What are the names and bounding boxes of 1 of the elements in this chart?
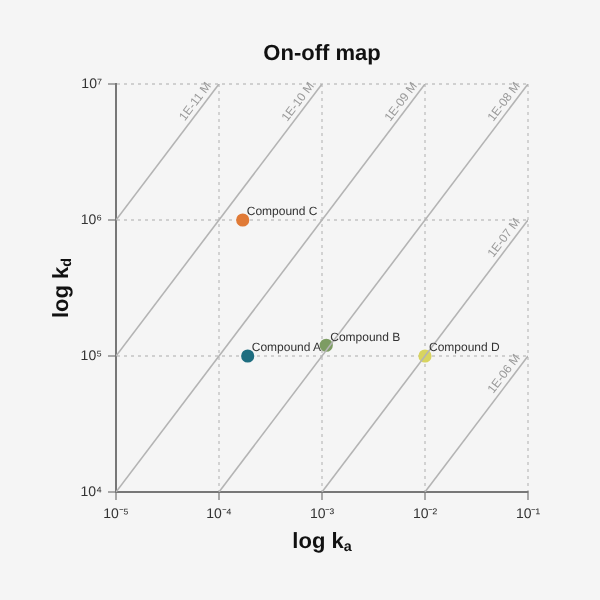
chart-title: On-off map bbox=[263, 42, 382, 66]
